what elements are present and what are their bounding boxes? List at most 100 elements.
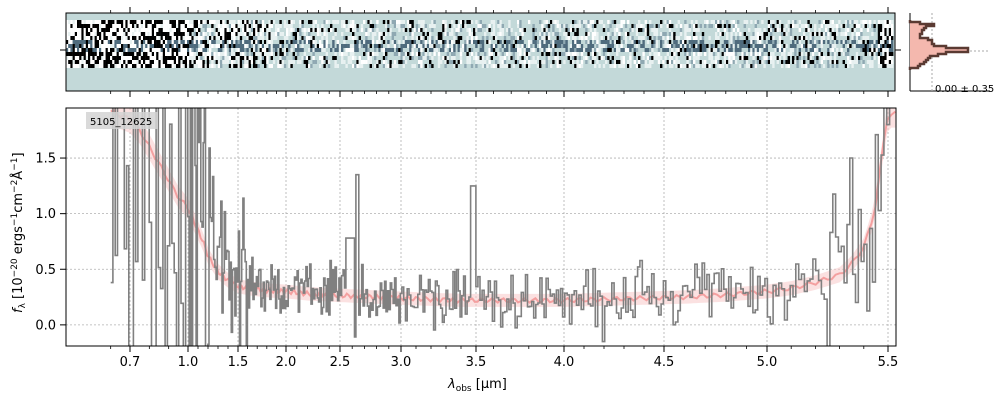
pixel — [336, 40, 339, 44]
pixel — [345, 20, 348, 24]
pixel — [70, 56, 73, 60]
pixel — [831, 64, 834, 68]
pixel — [684, 64, 687, 68]
pixel — [338, 52, 342, 56]
pixel — [800, 36, 804, 40]
pixel — [103, 28, 106, 32]
pixel — [882, 64, 885, 68]
pixel — [396, 44, 399, 48]
pixel — [704, 44, 707, 48]
pixel — [411, 20, 414, 24]
pixel — [312, 28, 315, 32]
pixel — [629, 52, 632, 56]
pixel — [609, 64, 612, 68]
pixel — [79, 28, 82, 32]
pixel — [576, 60, 579, 64]
pixel — [270, 20, 273, 24]
pixel — [77, 52, 80, 56]
pixel — [246, 32, 249, 36]
pixel — [365, 60, 368, 64]
pixel — [165, 32, 168, 36]
pixel — [101, 28, 104, 32]
pixel — [294, 40, 298, 44]
pixel — [789, 36, 793, 40]
pixel — [264, 28, 267, 32]
pixel — [118, 56, 122, 60]
pixel — [836, 60, 839, 64]
pixel — [759, 44, 762, 48]
pixel — [475, 64, 478, 68]
pixel — [871, 64, 874, 68]
pixel — [657, 48, 661, 52]
pixel — [246, 64, 249, 68]
pixel — [319, 40, 322, 44]
pixel — [734, 24, 738, 28]
pixel — [151, 44, 155, 48]
pixel — [314, 48, 317, 52]
pixel — [253, 32, 256, 36]
pixel — [279, 40, 282, 44]
pixel — [481, 24, 485, 28]
pixel — [162, 56, 166, 60]
pixel — [90, 44, 93, 48]
pixel — [479, 44, 482, 48]
pixel — [323, 44, 326, 48]
pixel — [668, 32, 672, 36]
pixel — [646, 40, 650, 44]
pixel — [248, 64, 251, 68]
pixel — [616, 24, 619, 28]
pixel — [457, 24, 460, 28]
pixel — [92, 20, 95, 24]
pixel — [105, 56, 108, 60]
pixel — [497, 24, 500, 28]
pixel — [136, 24, 139, 28]
pixel — [530, 48, 533, 52]
pixel — [814, 64, 817, 68]
pixel — [495, 52, 498, 56]
pixel — [580, 64, 584, 68]
pixel — [187, 60, 190, 64]
pixel — [297, 52, 300, 56]
pixel — [651, 40, 654, 44]
pixel — [891, 52, 894, 56]
pixel — [697, 44, 700, 48]
pixel — [442, 40, 445, 44]
pixel — [189, 32, 192, 36]
pixel — [94, 48, 97, 52]
pixel — [506, 28, 509, 32]
pixel — [409, 48, 412, 52]
pixel — [446, 32, 449, 36]
pixel — [88, 36, 91, 40]
pixel — [528, 48, 531, 52]
pixel — [352, 24, 355, 28]
pixel — [574, 24, 577, 28]
pixel — [189, 40, 192, 44]
pixel — [633, 56, 636, 60]
pixel — [684, 52, 687, 56]
pixel — [246, 44, 249, 48]
pixel — [112, 60, 115, 64]
pixel — [594, 32, 597, 36]
pixel — [165, 52, 168, 56]
pixel — [759, 28, 762, 32]
pixel — [156, 44, 159, 48]
pixel — [90, 60, 93, 64]
pixel — [488, 24, 491, 28]
pixel — [466, 28, 469, 32]
pixel — [426, 44, 430, 48]
pixel — [156, 48, 159, 52]
pixel — [140, 32, 144, 36]
pixel — [167, 56, 170, 60]
pixel — [864, 44, 867, 48]
pixel — [572, 28, 575, 32]
pixel — [189, 36, 192, 40]
pixel — [354, 44, 357, 48]
pixel — [512, 48, 515, 52]
pixel — [151, 24, 155, 28]
pixel — [756, 44, 760, 48]
pixel — [147, 44, 150, 48]
pixel — [451, 28, 454, 32]
pixel — [371, 40, 375, 44]
pixel — [679, 24, 683, 28]
pixel — [748, 40, 751, 44]
